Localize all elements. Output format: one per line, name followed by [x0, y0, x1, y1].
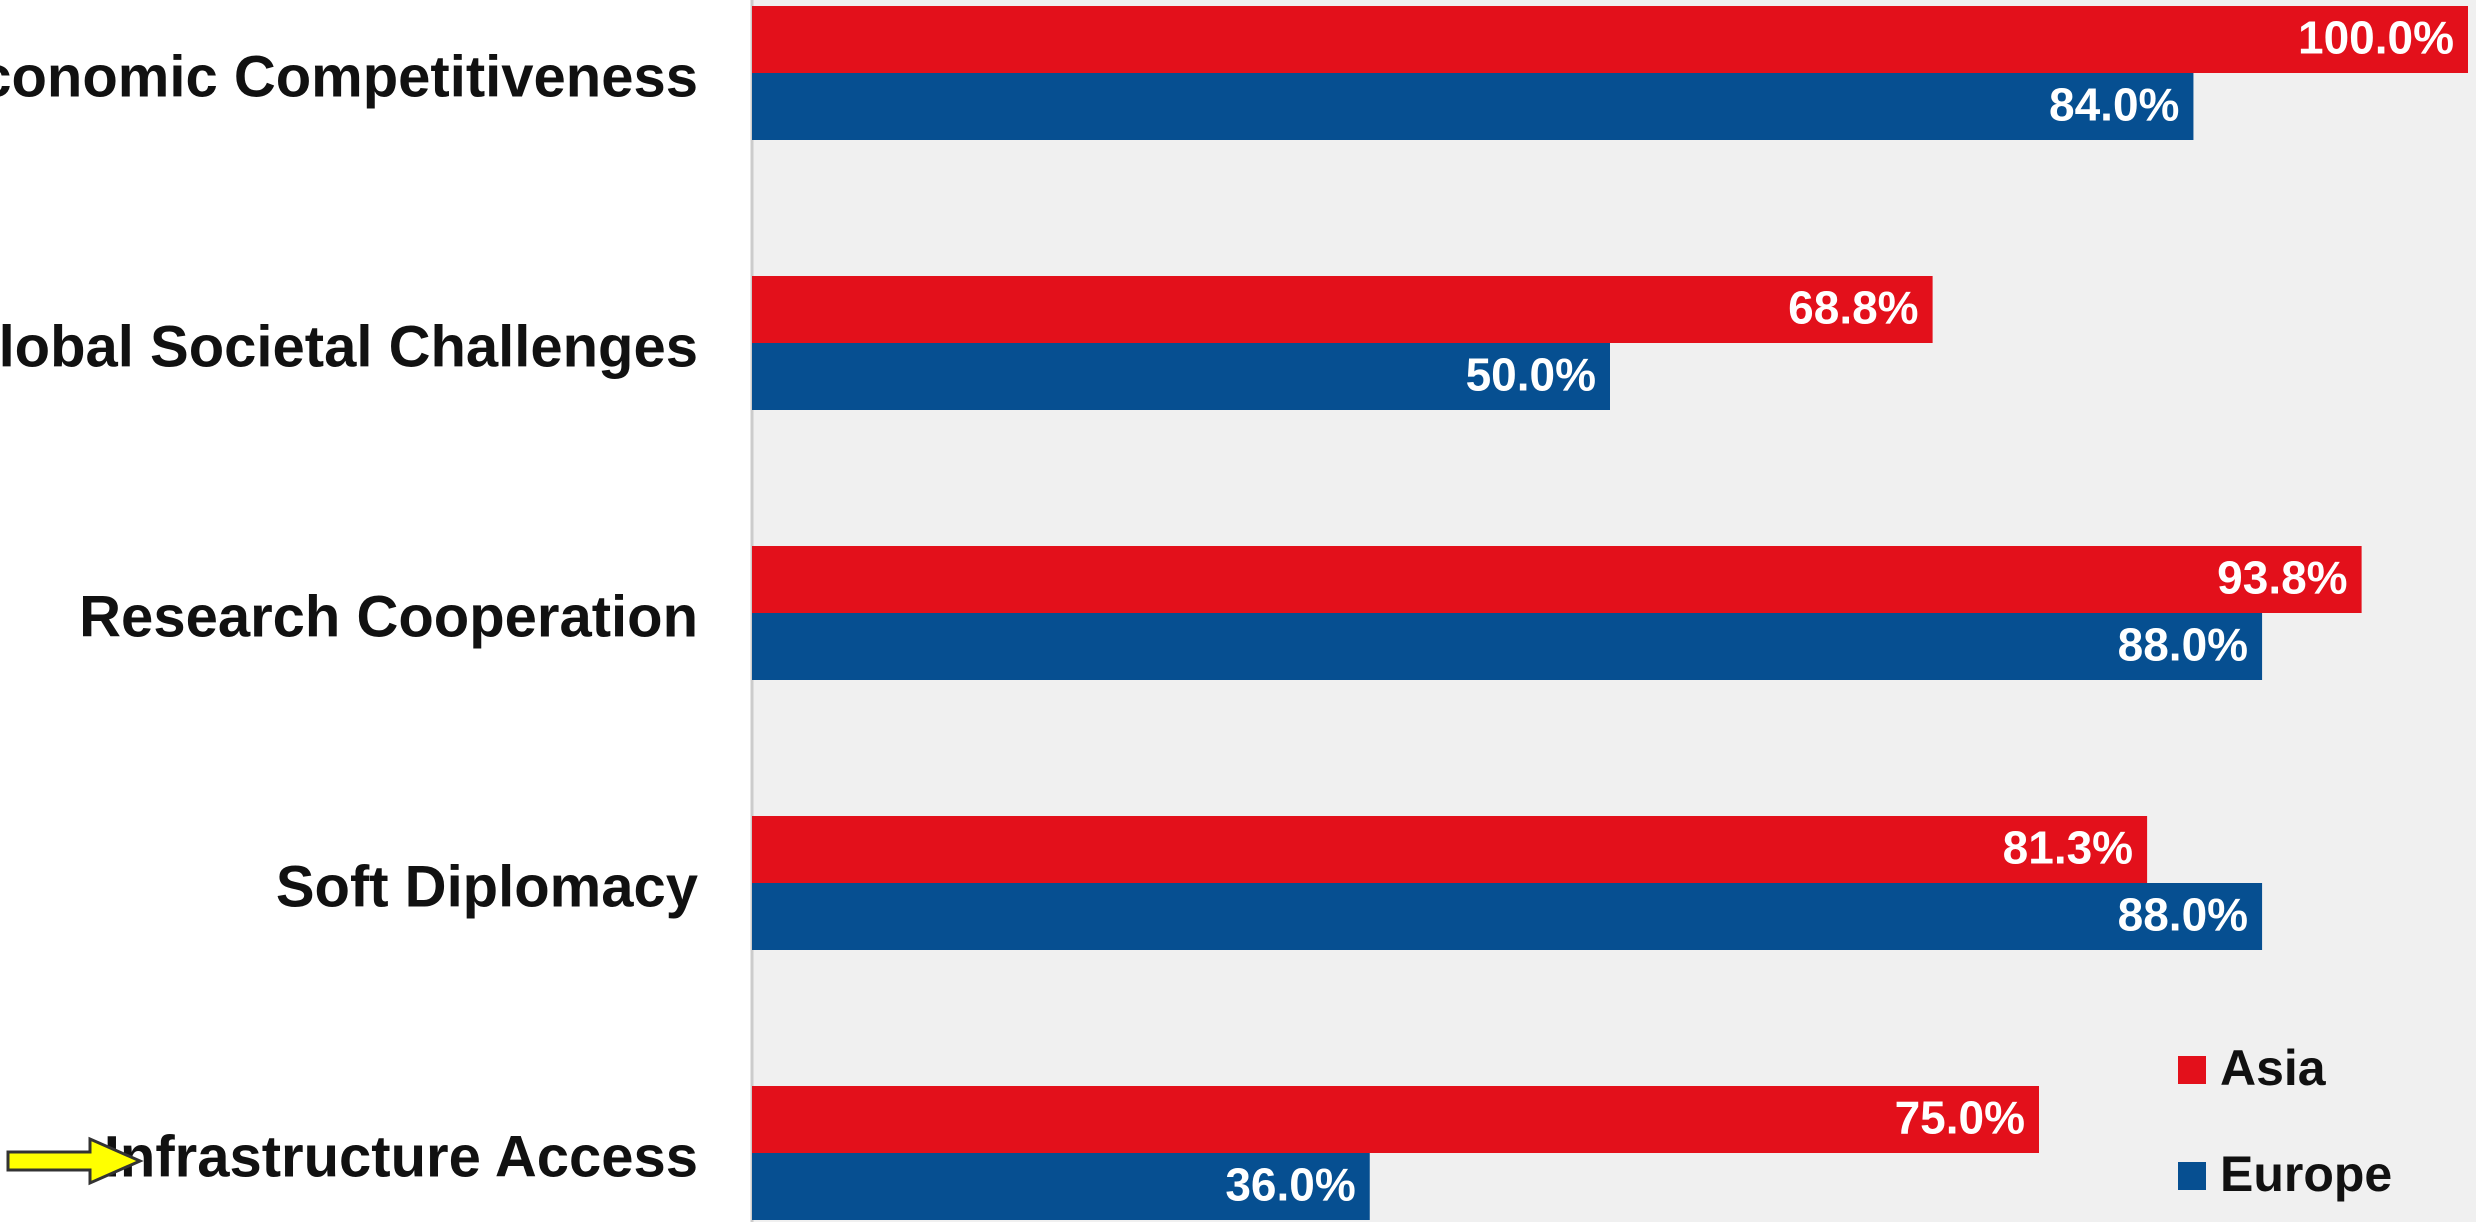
- value-label-europe-global-societal-challenges: 50.0%: [1466, 349, 1596, 401]
- category-label-infrastructure-access: Infrastructure Access: [104, 1124, 698, 1189]
- value-label-europe-soft-diplomacy: 88.0%: [2118, 889, 2248, 941]
- bar-asia-soft-diplomacy: [752, 816, 2148, 883]
- category-labels: Economic Competitiveness Global Societal …: [0, 44, 698, 1189]
- bar-asia-infrastructure-access: [752, 1086, 2039, 1153]
- value-label-europe-infrastructure-access: 36.0%: [1225, 1159, 1355, 1211]
- bar-europe-soft-diplomacy: [752, 883, 2263, 950]
- value-label-asia-soft-diplomacy: 81.3%: [2003, 822, 2133, 874]
- value-label-europe-economic-competitiveness: 84.0%: [2049, 79, 2179, 131]
- bar-asia-global-societal-challenges: [752, 276, 1933, 343]
- value-label-europe-research-cooperation: 88.0%: [2118, 619, 2248, 671]
- bar-europe-research-cooperation: [752, 613, 2263, 680]
- value-label-asia-global-societal-challenges: 68.8%: [1788, 282, 1918, 334]
- value-label-asia-research-cooperation: 93.8%: [2217, 552, 2347, 604]
- category-label-global-societal-challenges: Global Societal Challenges: [0, 314, 698, 379]
- legend-swatch-europe: [2178, 1162, 2206, 1190]
- category-label-research-cooperation: Research Cooperation: [79, 584, 698, 649]
- bar-europe-economic-competitiveness: [752, 73, 2194, 140]
- legend-label-europe: Europe: [2220, 1146, 2392, 1202]
- bars-layer: 100.0% 84.0% 68.8% 50.0% 93.8% 88.0% 81.3% 88.0…: [752, 6, 2468, 1220]
- legend: Asia Europe: [2178, 1040, 2392, 1202]
- legend-swatch-asia: [2178, 1056, 2206, 1084]
- bar-europe-infrastructure-access: [752, 1153, 1370, 1220]
- bar-europe-global-societal-challenges: [752, 343, 1610, 410]
- bar-asia-economic-competitiveness: [752, 6, 2468, 73]
- arrow-right-icon: [6, 1136, 144, 1186]
- category-label-soft-diplomacy: Soft Diplomacy: [276, 854, 698, 919]
- value-label-asia-economic-competitiveness: 100.0%: [2298, 12, 2454, 64]
- category-label-economic-competitiveness: Economic Competitiveness: [0, 44, 698, 109]
- value-label-asia-infrastructure-access: 75.0%: [1895, 1092, 2025, 1144]
- legend-label-asia: Asia: [2220, 1040, 2327, 1096]
- bar-asia-research-cooperation: [752, 546, 2362, 613]
